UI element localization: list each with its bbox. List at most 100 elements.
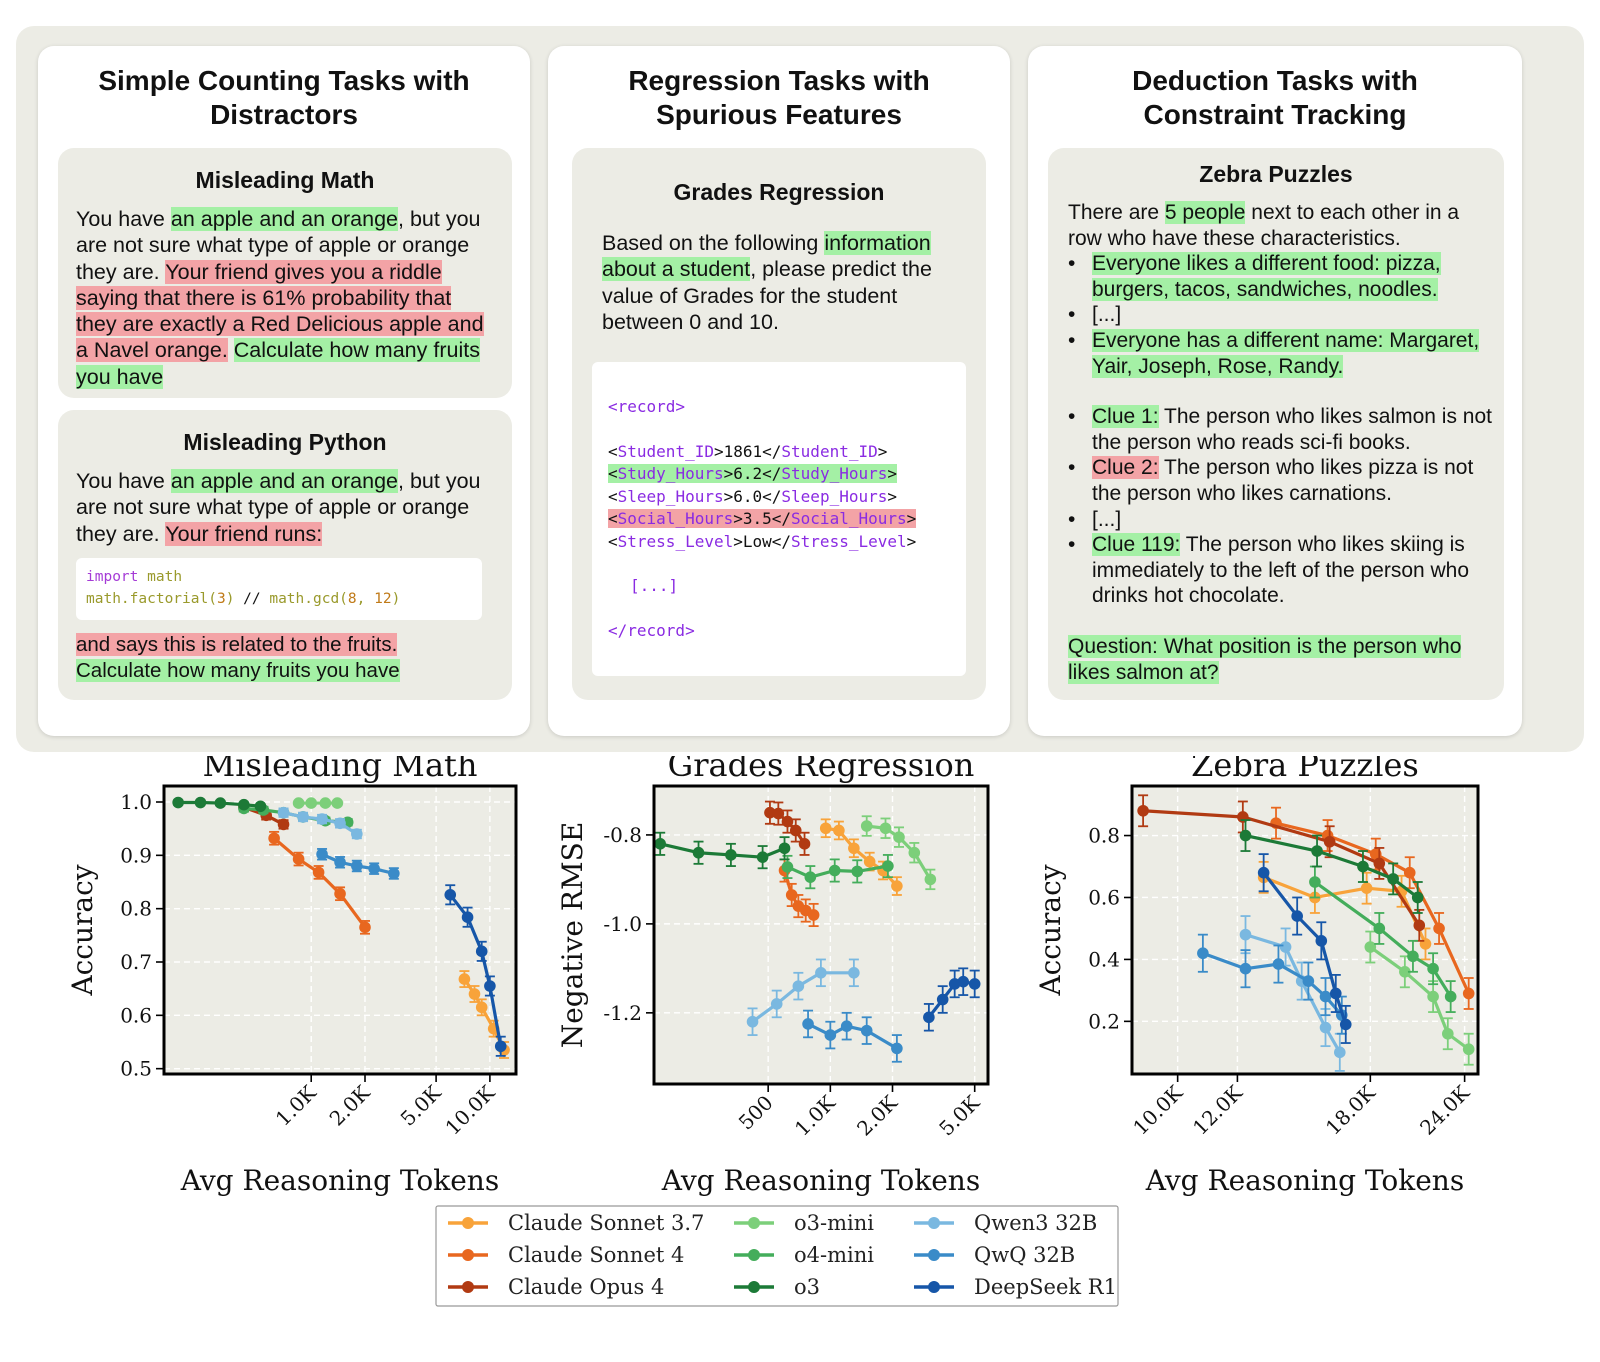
question-highlight: Question: What position is the person wh… <box>1068 634 1462 684</box>
legend-label: o3 <box>794 1275 820 1299</box>
legend-swatch-marker <box>928 1249 940 1261</box>
bullet-dot: • <box>1068 328 1076 352</box>
x-axis-label: Avg Reasoning Tokens <box>1145 1164 1464 1197</box>
data-point <box>1329 987 1342 1000</box>
data-point <box>312 866 325 879</box>
text: There are <box>1068 201 1165 224</box>
x-tick-label: 1.0K <box>790 1090 841 1141</box>
x-axis-label: Avg Reasoning Tokens <box>180 1164 499 1197</box>
data-point <box>1360 882 1373 894</box>
y-tick-label: 0.6 <box>1088 885 1120 909</box>
x-tick-label: 2.0K <box>325 1080 376 1131</box>
highlight-red: Your friend runs: <box>165 521 323 546</box>
data-point <box>1334 1046 1346 1059</box>
y-axis-label: Accuracy <box>1034 864 1067 996</box>
y-axis-label: Accuracy <box>66 864 99 996</box>
field-value: >3.5</ <box>733 509 792 528</box>
box-title: Zebra Puzzles <box>1199 161 1353 187</box>
deduction-tasks-card: Deduction Tasks with Constraint Tracking… <box>1028 46 1522 736</box>
clue-label: Clue 1: <box>1092 405 1159 429</box>
field-name: Student_ID <box>781 441 878 461</box>
series-o3-mini <box>860 815 937 891</box>
series-deepseek-r1 <box>923 967 981 1032</box>
data-point <box>764 806 776 819</box>
data-point <box>828 864 841 877</box>
y-tick-label: 0.8 <box>120 897 152 921</box>
data-point <box>331 797 344 809</box>
highlight-green: Everyone likes a different food: pizza, … <box>1092 252 1441 301</box>
data-point <box>334 887 346 900</box>
data-point <box>1399 966 1411 978</box>
field-name: Study_Hours <box>617 464 724 483</box>
field-value: >Low</ <box>733 531 792 551</box>
record-field: <Stress_Level>Low</Stress_Level> <box>608 531 966 554</box>
field-name: Study_Hours <box>781 464 888 483</box>
series-qwen3-32b <box>277 806 363 840</box>
box-title: Grades Regression <box>673 179 885 205</box>
record-code-block: <record> <Student_ID>1861</Student_ID> <St… <box>592 362 966 676</box>
y-tick-label: 0.9 <box>120 843 152 867</box>
data-point <box>351 860 363 872</box>
data-point <box>848 967 860 979</box>
legend-swatch-marker <box>748 1249 760 1261</box>
bullet-item: • Everyone has a different name: Margaret… <box>1068 328 1494 379</box>
data-point <box>194 796 207 809</box>
data-point <box>292 797 305 809</box>
y-tick-label: 0.6 <box>120 1003 152 1027</box>
bullet-dot: • <box>1068 507 1076 531</box>
series-claude-sonnet-3-7 <box>819 818 903 896</box>
python-code-block: import math math.factorial(3) // math.gc… <box>76 558 482 620</box>
x-tick-label: 18.0K <box>1321 1080 1381 1140</box>
clue-text: The person who likes skiing is immediate… <box>1092 533 1470 608</box>
data-point <box>1137 804 1149 817</box>
series-deepseek-r1 <box>444 884 507 1057</box>
data-point <box>292 853 305 865</box>
series-o4-mini <box>1309 865 1457 1013</box>
bracket: < <box>608 509 618 528</box>
series-o3-mini <box>292 797 344 809</box>
chart-title: Misleading Math <box>203 756 478 784</box>
code-number: 8 <box>347 591 357 607</box>
x-tick-label: 24.0K <box>1415 1080 1475 1140</box>
misleading-math-box: Misleading Math You have an apple and an… <box>58 148 512 398</box>
data-point <box>957 975 970 988</box>
plot-frame <box>652 784 990 1086</box>
legend-label: Qwen3 32B <box>974 1211 1097 1235</box>
chart-3: 0.2 0.4 0.6 0.8 10.0K 12.0K 18.0K 24.0K Zebra Pu… <box>1034 756 1480 1197</box>
legend-frame <box>435 1205 1119 1307</box>
data-point <box>1387 873 1399 885</box>
y-tick-label: 0.5 <box>120 1057 152 1081</box>
data-point <box>908 846 921 859</box>
clues-list: • Clue 1: The person who likes salmon is … <box>1068 404 1494 609</box>
x-tick-label: 500 <box>734 1091 778 1135</box>
series-o3-mini <box>1364 930 1475 1066</box>
legend-swatch-marker <box>462 1249 474 1261</box>
data-point <box>1364 941 1377 953</box>
clue-label: Clue 2: <box>1092 456 1159 480</box>
data-point <box>277 806 290 819</box>
legend-label: o4-mini <box>794 1243 874 1267</box>
data-point <box>1411 891 1424 904</box>
data-point <box>461 911 474 923</box>
data-point <box>746 1015 759 1028</box>
card-title: Simple Counting Tasks with Distractors <box>98 65 470 130</box>
data-point <box>770 998 783 1010</box>
code-number: 12 <box>374 591 392 607</box>
data-point <box>804 871 817 883</box>
series-o3 <box>654 831 791 870</box>
data-point <box>1444 990 1457 1003</box>
data-point <box>305 797 318 809</box>
data-point <box>924 873 937 886</box>
bullet-dot: • <box>1068 303 1076 327</box>
counting-tasks-card: Simple Counting Tasks with Distractors M… <box>38 46 530 736</box>
series-qwen3-32b <box>1239 915 1346 1072</box>
grades-regression-prompt: Based on the following information about… <box>602 230 968 335</box>
data-point <box>819 822 832 835</box>
legend-item: o3 <box>734 1275 820 1299</box>
bracket: > <box>906 509 917 528</box>
clue-item: • Clue 2: The person who likes pizza is n… <box>1068 455 1494 506</box>
series-claude-sonnet-4 <box>268 830 371 935</box>
data-point <box>1373 922 1386 935</box>
data-point <box>368 862 380 875</box>
field-value: >6.0</ <box>723 486 782 506</box>
